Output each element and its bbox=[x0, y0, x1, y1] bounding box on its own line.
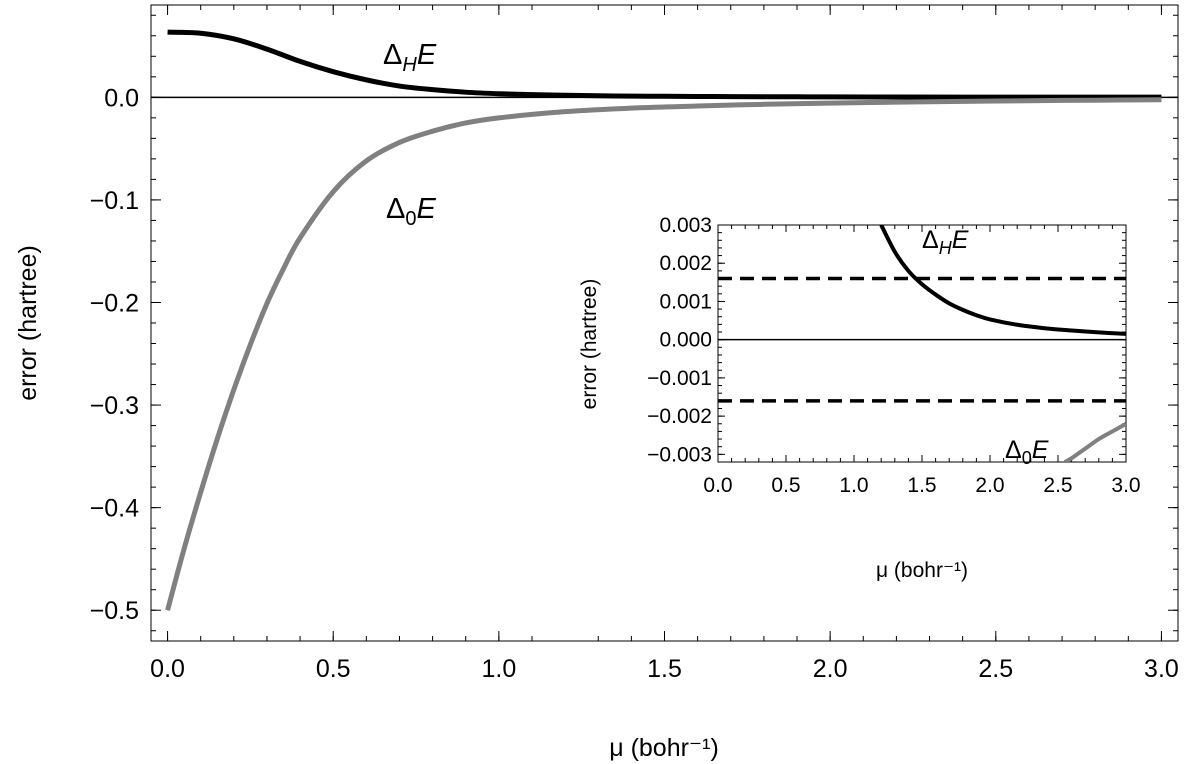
main-axis-ticks bbox=[151, 5, 1178, 641]
y-tick-label: −0.001 bbox=[647, 367, 712, 390]
inset-plot-background bbox=[553, 212, 1155, 602]
x-tick-label: 3.0 bbox=[1144, 655, 1179, 683]
inset-x-axis-title: μ (bohr⁻¹) bbox=[876, 559, 968, 582]
y-tick-label: −0.003 bbox=[647, 443, 712, 466]
main-y-axis-title: error (hartree) bbox=[14, 245, 42, 401]
x-tick-label: 2.5 bbox=[1043, 474, 1072, 497]
main-chart: 0.0 0.5 1.0 1.5 2.0 2.5 3.0 −0.5 −0.4 −0.3 −0.2 −0.… bbox=[14, 4, 1179, 762]
x-tick-label: 1.5 bbox=[907, 474, 936, 497]
series-line-DeltaH bbox=[167, 29, 1162, 100]
y-tick-label: 0.003 bbox=[659, 214, 712, 237]
x-tick-label: 1.0 bbox=[839, 474, 868, 497]
series-line-Delta0 bbox=[1063, 422, 1126, 462]
main-series bbox=[165, 29, 1162, 611]
series-line-DeltaH bbox=[879, 225, 1126, 336]
main-x-axis-title: μ (bohr⁻¹) bbox=[609, 734, 719, 762]
x-tick-label: 2.5 bbox=[978, 655, 1013, 683]
x-tick-label: 1.5 bbox=[647, 655, 682, 683]
y-tick-label: −0.4 bbox=[90, 495, 139, 523]
inset-reference-lines bbox=[718, 276, 1126, 403]
x-tick-label: 2.0 bbox=[975, 474, 1004, 497]
y-tick-label: −0.2 bbox=[90, 289, 139, 317]
x-tick-label: 0.0 bbox=[150, 655, 185, 683]
x-tick-label: 2.0 bbox=[813, 655, 848, 683]
inset-chart: 0.0 0.5 1.0 1.5 2.0 2.5 3.0 0.003 0.002 0.001 0.00… bbox=[553, 212, 1155, 602]
inset-axis-ticks bbox=[717, 224, 1127, 463]
main-tick-labels: 0.0 0.5 1.0 1.5 2.0 2.5 3.0 −0.5 −0.4 −0.3 −0.2 −0.… bbox=[90, 84, 1179, 683]
x-tick-label: 0.5 bbox=[771, 474, 800, 497]
y-tick-label: −0.3 bbox=[90, 392, 139, 420]
series-line-Delta0 bbox=[165, 97, 1162, 611]
x-tick-label: 3.0 bbox=[1111, 474, 1140, 497]
y-tick-label: −0.1 bbox=[90, 187, 139, 215]
y-tick-label: 0.001 bbox=[659, 290, 712, 313]
inset-tick-labels: 0.0 0.5 1.0 1.5 2.0 2.5 3.0 0.003 0.002 0.001 0.00… bbox=[647, 214, 1140, 497]
x-tick-label: 0.5 bbox=[316, 655, 351, 683]
x-tick-label: 1.0 bbox=[481, 655, 516, 683]
inset-y-axis-title: error (hartree) bbox=[578, 279, 601, 410]
y-tick-label: 0.0 bbox=[104, 84, 139, 112]
inset-series bbox=[879, 225, 1126, 462]
y-tick-label: −0.002 bbox=[647, 405, 712, 428]
y-tick-label: 0.002 bbox=[659, 252, 712, 275]
y-tick-label: −0.5 bbox=[90, 597, 139, 625]
x-tick-label: 0.0 bbox=[703, 474, 732, 497]
y-tick-label: 0.000 bbox=[659, 329, 712, 352]
